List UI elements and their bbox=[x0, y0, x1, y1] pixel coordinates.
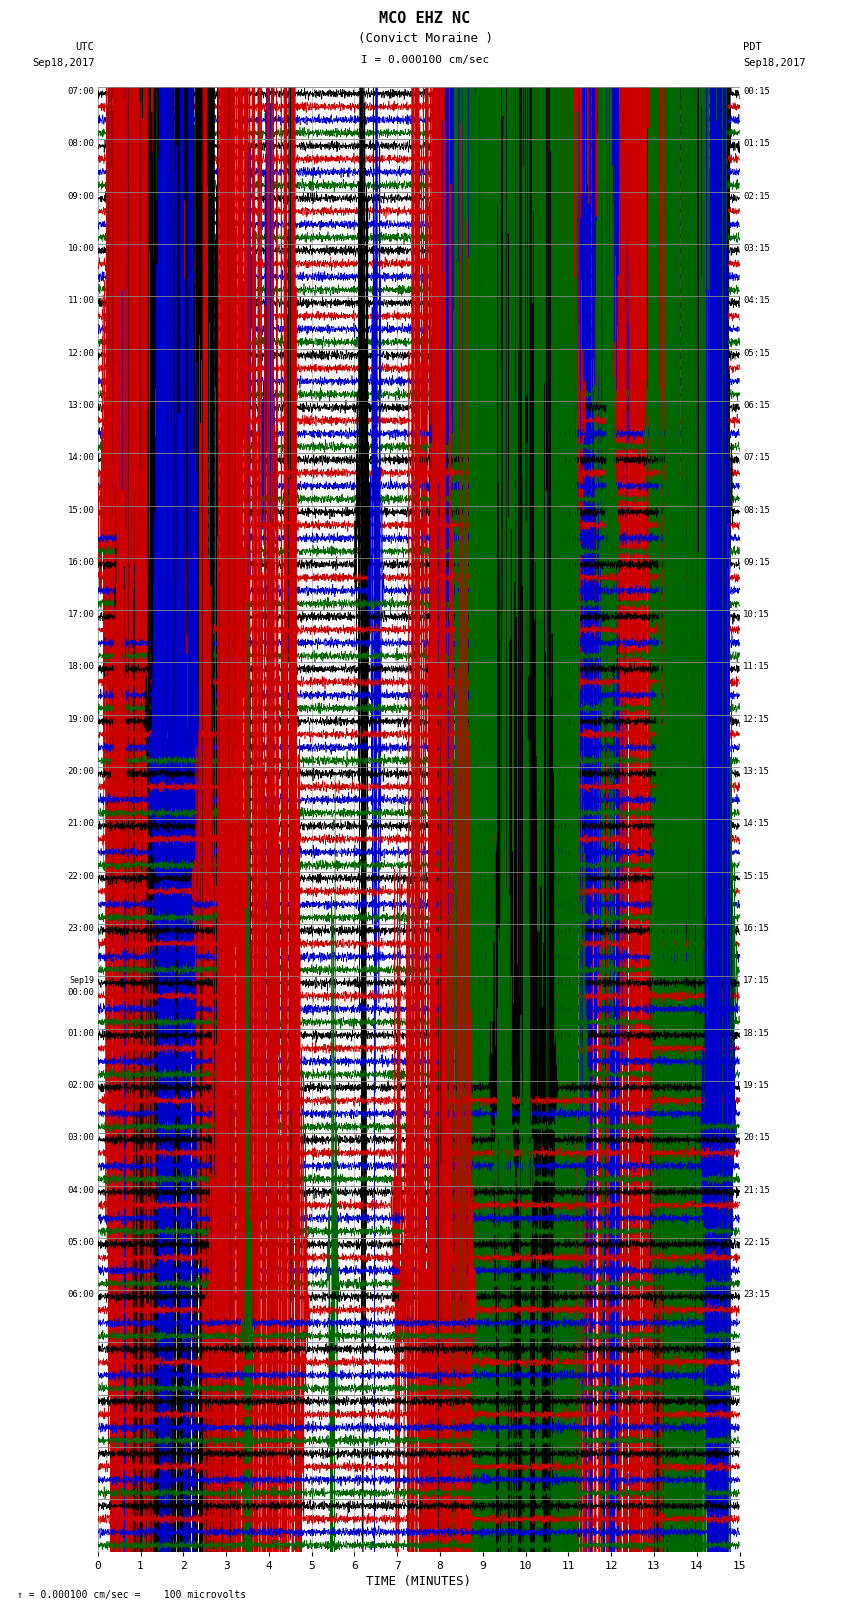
Text: 08:15: 08:15 bbox=[743, 505, 770, 515]
Text: 08:00: 08:00 bbox=[67, 139, 94, 148]
Bar bbox=[98, 297, 740, 348]
Text: 15:00: 15:00 bbox=[67, 505, 94, 515]
Text: 17:00: 17:00 bbox=[67, 610, 94, 619]
Text: 12:00: 12:00 bbox=[67, 348, 94, 358]
Bar bbox=[98, 1029, 740, 1081]
Text: (Convict Moraine ): (Convict Moraine ) bbox=[358, 32, 492, 45]
Text: 02:15: 02:15 bbox=[743, 192, 770, 200]
Text: 06:00: 06:00 bbox=[67, 1290, 94, 1298]
Text: 22:00: 22:00 bbox=[67, 871, 94, 881]
Text: 19:00: 19:00 bbox=[67, 715, 94, 724]
Text: 15:15: 15:15 bbox=[743, 871, 770, 881]
Bar bbox=[98, 1395, 740, 1447]
Bar bbox=[98, 453, 740, 505]
Text: 04:15: 04:15 bbox=[743, 297, 770, 305]
Bar bbox=[98, 87, 740, 139]
Text: 01:00: 01:00 bbox=[67, 1029, 94, 1037]
Text: 19:15: 19:15 bbox=[743, 1081, 770, 1090]
Text: 07:15: 07:15 bbox=[743, 453, 770, 463]
Text: 02:00: 02:00 bbox=[67, 1081, 94, 1090]
Text: UTC: UTC bbox=[76, 42, 94, 52]
Text: 03:00: 03:00 bbox=[67, 1134, 94, 1142]
Bar bbox=[98, 1134, 740, 1186]
Bar bbox=[98, 819, 740, 871]
Bar bbox=[98, 192, 740, 244]
Text: 03:15: 03:15 bbox=[743, 244, 770, 253]
Bar bbox=[98, 1447, 740, 1500]
Bar bbox=[98, 976, 740, 1029]
Text: 09:00: 09:00 bbox=[67, 192, 94, 200]
Text: 05:00: 05:00 bbox=[67, 1237, 94, 1247]
Bar bbox=[98, 1186, 740, 1237]
Bar bbox=[98, 610, 740, 663]
Text: 16:15: 16:15 bbox=[743, 924, 770, 932]
Text: 09:15: 09:15 bbox=[743, 558, 770, 566]
Text: 16:00: 16:00 bbox=[67, 558, 94, 566]
Bar bbox=[98, 139, 740, 192]
Text: 11:15: 11:15 bbox=[743, 663, 770, 671]
Text: 14:00: 14:00 bbox=[67, 453, 94, 463]
Text: 23:15: 23:15 bbox=[743, 1290, 770, 1298]
Text: 23:00: 23:00 bbox=[67, 924, 94, 932]
Text: ⇑ = 0.000100 cm/sec =    100 microvolts: ⇑ = 0.000100 cm/sec = 100 microvolts bbox=[17, 1590, 246, 1600]
Text: 11:00: 11:00 bbox=[67, 297, 94, 305]
Text: 01:15: 01:15 bbox=[743, 139, 770, 148]
Text: 07:00: 07:00 bbox=[67, 87, 94, 97]
Text: 00:00: 00:00 bbox=[67, 987, 94, 997]
Text: 04:00: 04:00 bbox=[67, 1186, 94, 1195]
Bar bbox=[98, 505, 740, 558]
Text: 17:15: 17:15 bbox=[743, 976, 770, 986]
Text: 13:00: 13:00 bbox=[67, 402, 94, 410]
Text: 12:15: 12:15 bbox=[743, 715, 770, 724]
X-axis label: TIME (MINUTES): TIME (MINUTES) bbox=[366, 1574, 471, 1587]
Text: 20:00: 20:00 bbox=[67, 768, 94, 776]
Bar bbox=[98, 924, 740, 976]
Text: 18:00: 18:00 bbox=[67, 663, 94, 671]
Text: 21:00: 21:00 bbox=[67, 819, 94, 829]
Text: 13:15: 13:15 bbox=[743, 768, 770, 776]
Text: Sep18,2017: Sep18,2017 bbox=[31, 58, 94, 68]
Text: I = 0.000100 cm/sec: I = 0.000100 cm/sec bbox=[361, 55, 489, 65]
Text: 20:15: 20:15 bbox=[743, 1134, 770, 1142]
Bar bbox=[98, 663, 740, 715]
Text: 21:15: 21:15 bbox=[743, 1186, 770, 1195]
Bar bbox=[98, 1342, 740, 1395]
Text: 10:00: 10:00 bbox=[67, 244, 94, 253]
Text: 00:15: 00:15 bbox=[743, 87, 770, 97]
Text: PDT: PDT bbox=[743, 42, 762, 52]
Bar bbox=[98, 402, 740, 453]
Text: 05:15: 05:15 bbox=[743, 348, 770, 358]
Text: MCO EHZ NC: MCO EHZ NC bbox=[379, 11, 471, 26]
Text: 18:15: 18:15 bbox=[743, 1029, 770, 1037]
Bar bbox=[98, 244, 740, 297]
Bar bbox=[98, 558, 740, 610]
Text: Sep19: Sep19 bbox=[70, 976, 94, 986]
Text: Sep18,2017: Sep18,2017 bbox=[743, 58, 806, 68]
Bar bbox=[98, 1081, 740, 1134]
Bar bbox=[98, 768, 740, 819]
Bar bbox=[98, 1237, 740, 1290]
Bar bbox=[98, 715, 740, 768]
Text: 06:15: 06:15 bbox=[743, 402, 770, 410]
Text: 22:15: 22:15 bbox=[743, 1237, 770, 1247]
Text: 14:15: 14:15 bbox=[743, 819, 770, 829]
Bar bbox=[98, 348, 740, 402]
Bar bbox=[98, 1290, 740, 1342]
Bar bbox=[98, 1500, 740, 1552]
Bar bbox=[98, 871, 740, 924]
Text: 10:15: 10:15 bbox=[743, 610, 770, 619]
